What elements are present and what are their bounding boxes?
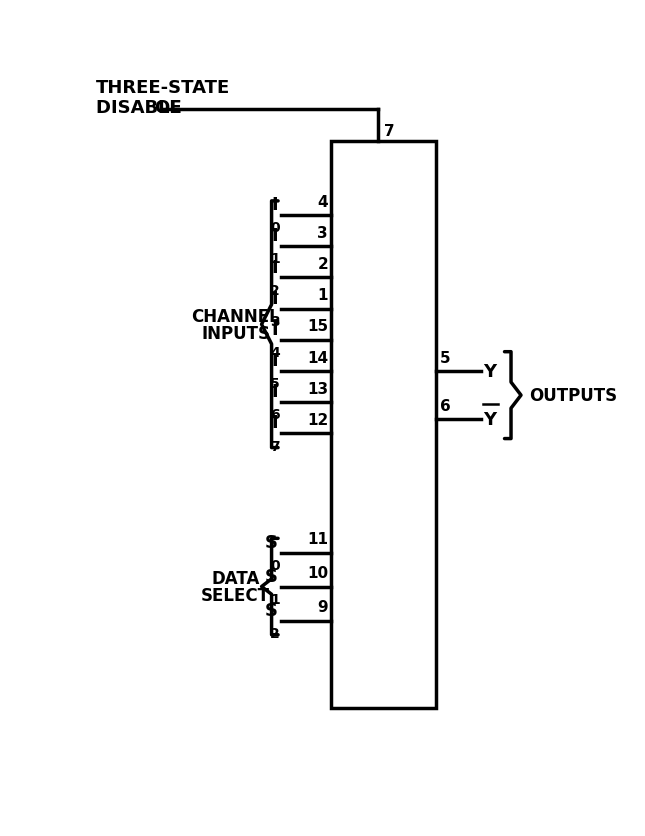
Text: DISABLE: DISABLE — [95, 99, 188, 117]
Text: 1: 1 — [317, 288, 328, 303]
Text: 0: 0 — [270, 558, 280, 572]
Text: 2: 2 — [270, 626, 280, 640]
Text: I: I — [272, 196, 278, 214]
Text: S: S — [265, 567, 278, 585]
Text: 3: 3 — [317, 226, 328, 241]
Text: I: I — [272, 258, 278, 276]
Text: 13: 13 — [307, 381, 328, 396]
Text: 5: 5 — [439, 350, 450, 365]
Text: 4: 4 — [270, 345, 280, 359]
Text: DATA: DATA — [212, 569, 260, 588]
Text: 5: 5 — [270, 377, 280, 390]
Text: 12: 12 — [307, 412, 328, 427]
Text: I: I — [272, 320, 278, 339]
Text: THREE-STATE: THREE-STATE — [95, 79, 230, 96]
Text: S: S — [265, 601, 278, 619]
Text: 6: 6 — [270, 408, 280, 422]
Text: S: S — [265, 533, 278, 551]
Text: 9: 9 — [317, 599, 328, 614]
Text: 4: 4 — [317, 195, 328, 209]
Text: 10: 10 — [307, 565, 328, 580]
Text: I: I — [272, 352, 278, 370]
Text: 2: 2 — [270, 283, 280, 298]
Text: OE: OE — [155, 99, 182, 117]
Text: Y: Y — [483, 363, 496, 380]
Text: 1: 1 — [270, 252, 280, 266]
Text: 7: 7 — [384, 124, 395, 139]
Text: I: I — [272, 414, 278, 432]
Text: OUTPUTS: OUTPUTS — [530, 387, 618, 405]
Text: I: I — [272, 383, 278, 400]
Text: SELECT: SELECT — [201, 586, 270, 604]
Text: 11: 11 — [307, 532, 328, 547]
Text: 7: 7 — [270, 439, 280, 453]
Text: I: I — [272, 289, 278, 308]
Text: CHANNEL: CHANNEL — [191, 308, 280, 325]
Text: 1: 1 — [270, 592, 280, 606]
Bar — [330, 142, 435, 709]
Text: 2: 2 — [317, 257, 328, 272]
Text: I: I — [272, 227, 278, 245]
Text: 3: 3 — [270, 314, 280, 329]
Text: 15: 15 — [307, 319, 328, 334]
Text: INPUTS: INPUTS — [201, 324, 270, 342]
Text: 14: 14 — [307, 350, 328, 365]
Text: 6: 6 — [439, 398, 450, 413]
Text: Y: Y — [483, 410, 496, 429]
Text: 0: 0 — [270, 221, 280, 235]
